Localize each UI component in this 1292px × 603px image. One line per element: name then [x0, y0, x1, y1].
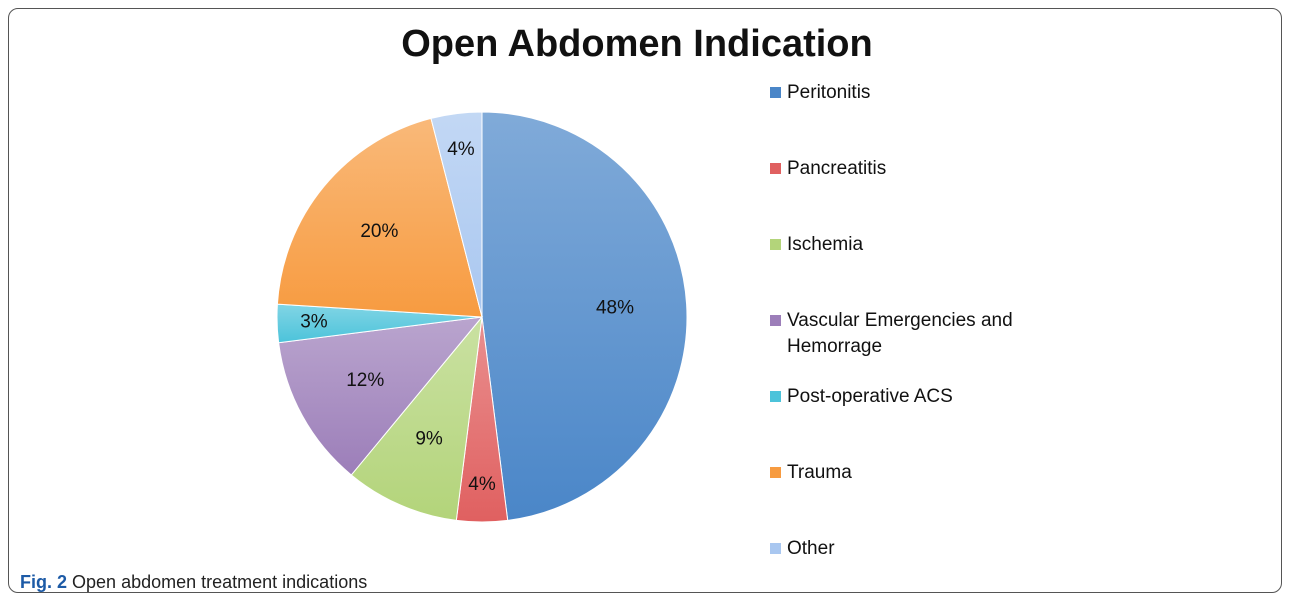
caption: Fig. 2 Open abdomen treatment indication… — [20, 572, 367, 593]
legend-label: Vascular Emergencies and Hemorrage — [787, 310, 1013, 357]
pie-slice — [430, 111, 483, 318]
data-label: 4% — [468, 474, 496, 495]
legend-swatch — [770, 543, 781, 554]
data-label: 3% — [300, 311, 328, 332]
legend-label: Other — [787, 538, 835, 559]
data-label: 9% — [415, 428, 443, 449]
legend-item: Ischemia — [770, 232, 1070, 258]
frame — [8, 8, 1282, 593]
legend-swatch — [770, 391, 781, 402]
pie-slice — [276, 117, 483, 318]
data-label: 12% — [346, 370, 384, 391]
data-label: 4% — [447, 139, 475, 160]
legend-label: Post-operative ACS — [787, 386, 953, 407]
caption-text: Open abdomen treatment indications — [72, 572, 368, 592]
legend-swatch — [770, 87, 781, 98]
legend-swatch — [770, 467, 781, 478]
legend-label: Peritonitis — [787, 82, 871, 103]
caption-label: Fig. 2 — [20, 572, 68, 592]
chart-title: Open Abdomen Indication — [401, 23, 872, 65]
legend-label: Trauma — [787, 462, 852, 483]
legend-label: Ischemia — [787, 234, 864, 255]
legend-item: Pancreatitis — [770, 156, 1070, 182]
legend-item: Post-operative ACS — [770, 384, 1070, 410]
pie-slice — [350, 315, 483, 521]
legend-swatch — [770, 163, 781, 174]
legend-item: Peritonitis — [770, 80, 1070, 106]
pie-slice — [278, 316, 484, 476]
legend-swatch — [770, 315, 781, 326]
legend-item: Trauma — [770, 460, 1070, 486]
legend-label: Pancreatitis — [787, 158, 887, 179]
legend-item: Vascular Emergencies and Hemorrage — [770, 308, 1070, 360]
data-label: 48% — [596, 298, 634, 319]
legend-item: Other — [770, 536, 1070, 562]
pie-slice — [481, 111, 688, 521]
legend-swatch — [770, 239, 781, 250]
data-label: 20% — [360, 221, 398, 242]
